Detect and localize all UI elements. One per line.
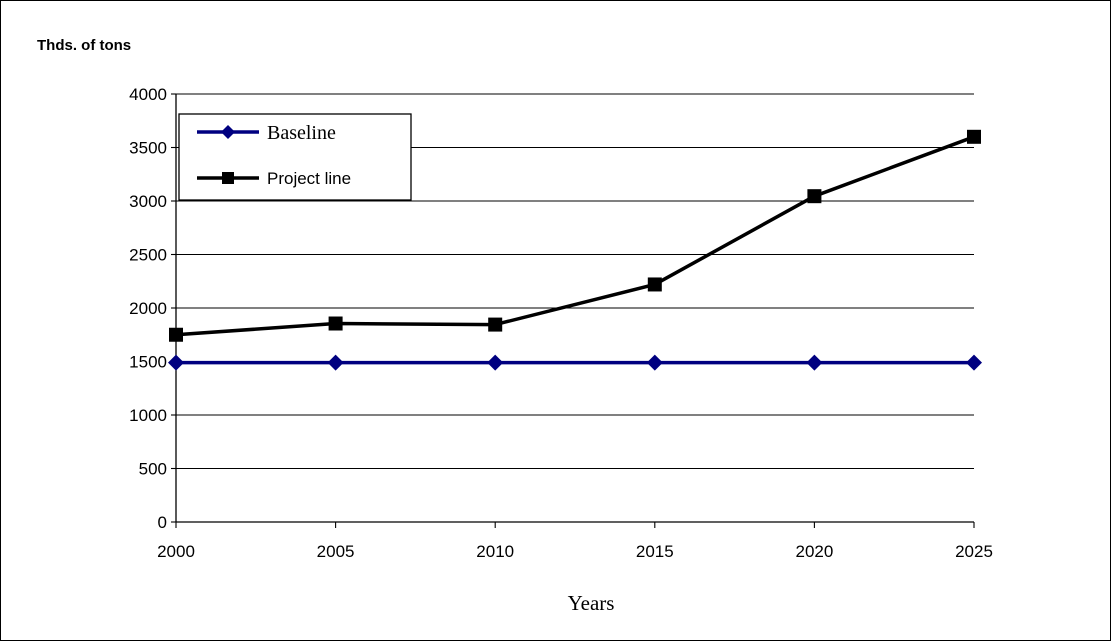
x-tick-label: 2010	[476, 542, 514, 561]
series-line-1	[175, 135, 975, 337]
x-tick-label: 2020	[795, 542, 833, 561]
y-tick-label: 2000	[129, 299, 167, 318]
data-point-diamond	[487, 354, 504, 371]
x-tick-label: 2005	[317, 542, 355, 561]
x-tick-label: 2000	[157, 542, 195, 561]
y-axis-label: Thds. of tons	[37, 37, 131, 54]
data-point-diamond	[168, 354, 184, 371]
axes: 0 500 1000 1500 2000 2500 3000 3500 4000 2000 2005…	[129, 85, 993, 561]
data-point-square	[169, 327, 183, 342]
y-tick-label: 3000	[129, 192, 167, 211]
data-point-square	[807, 189, 822, 204]
y-tick-label: 3500	[129, 139, 167, 158]
legend-label-baseline: Baseline	[267, 122, 336, 144]
legend-diamond-marker	[221, 125, 235, 139]
x-tick-label: 2015	[636, 542, 674, 561]
data-point-diamond	[646, 354, 663, 371]
legend-square-marker	[222, 172, 234, 184]
data-point-square	[967, 129, 981, 144]
legend-box	[178, 113, 412, 201]
legend: Baseline Project line	[178, 113, 412, 201]
y-tick-label: 0	[158, 513, 167, 532]
x-axis-label: Years	[568, 591, 615, 615]
y-tick-label: 2500	[129, 246, 167, 265]
data-point-diamond	[806, 354, 823, 371]
legend-label-project: Project line	[267, 169, 351, 188]
x-tick-label: 2025	[955, 542, 993, 561]
data-point-square	[328, 316, 343, 331]
y-tick-label: 500	[139, 460, 167, 479]
series	[168, 129, 982, 371]
y-tick-label: 4000	[129, 85, 167, 104]
data-point-diamond	[966, 354, 982, 371]
data-point-square	[488, 317, 503, 332]
data-point-diamond	[327, 354, 344, 371]
data-point-square	[647, 277, 662, 292]
y-tick-label: 1500	[129, 353, 167, 372]
y-tick-label: 1000	[129, 406, 167, 425]
